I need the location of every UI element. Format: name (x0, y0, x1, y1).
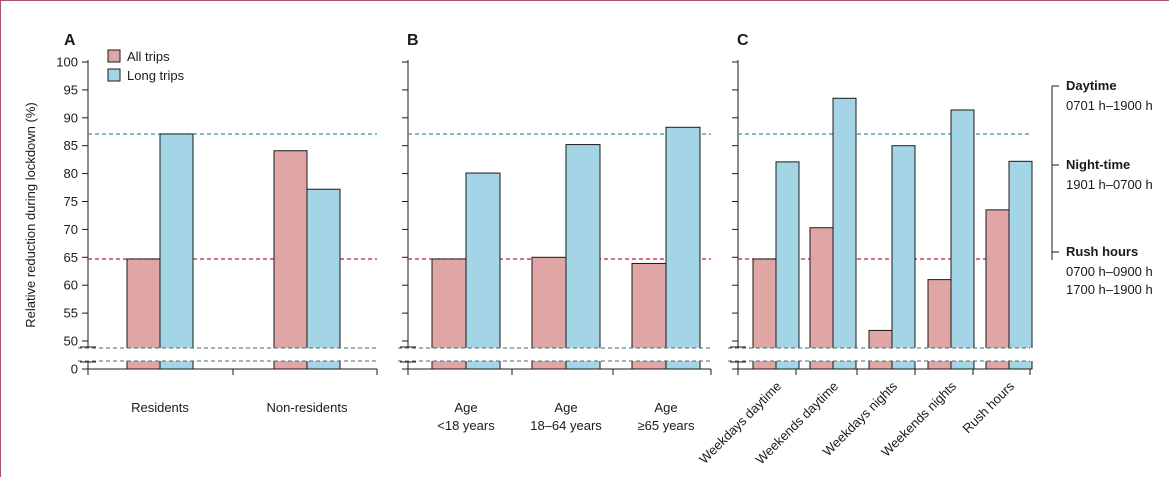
y-tick-label: 100 (56, 55, 78, 70)
y-tick-label: 50 (64, 334, 78, 349)
x-tick-label: Residents (131, 400, 189, 415)
frame-left-border (0, 0, 1, 477)
y-tick-label: 70 (64, 222, 78, 237)
y-axis-label: Relative reduction during lockdown (%) (23, 102, 38, 327)
y-tick-label: 55 (64, 306, 78, 321)
legend-swatch (107, 49, 121, 63)
panel-c-bar-all-trips (985, 209, 1010, 370)
side-legend-title: Rush hours (1066, 244, 1138, 259)
panel-a-bar-long-trips (306, 188, 341, 370)
panel-c-bar-long-trips (950, 109, 975, 370)
panel-c-bar-long-trips (775, 161, 800, 370)
panel-b-bar-long-trips (665, 126, 701, 370)
x-tick-label: Age (554, 400, 577, 415)
side-legend-title: Daytime (1066, 78, 1117, 93)
panel-a-bar-all-trips (273, 150, 308, 370)
x-tick-label: Age (654, 400, 677, 415)
panel-a-break-gap (79, 348, 380, 361)
panel-b-bar-long-trips (565, 144, 601, 370)
y-tick-label: 95 (64, 82, 78, 97)
x-tick-label: Rush hours (960, 378, 1018, 436)
x-tick-label: ≥65 years (638, 418, 695, 433)
side-legend-text: 0701 h–1900 h (1066, 98, 1153, 113)
side-legend-text: 0700 h–0900 h (1066, 264, 1153, 279)
y-tick-label: 85 (64, 138, 78, 153)
panel-b-bar-long-trips (465, 172, 501, 370)
frame-top-border (0, 0, 1169, 1)
x-tick-label: <18 years (437, 418, 495, 433)
panel-c-bar-long-trips (891, 145, 916, 370)
panel-c-bar-long-trips (832, 97, 857, 370)
panel-b-break-gap (399, 348, 714, 361)
x-tick-label: Age (454, 400, 477, 415)
side-legend-title: Night-time (1066, 157, 1130, 172)
y-tick-label: 75 (64, 194, 78, 209)
panel-c-letter: C (737, 32, 749, 49)
x-tick-label: Non-residents (267, 400, 348, 415)
y-tick-label: 90 (64, 110, 78, 125)
legend-swatch (107, 68, 121, 82)
legend-label: Long trips (127, 68, 185, 83)
y-tick-label: 0 (71, 362, 78, 377)
panel-b-letter: B (407, 32, 419, 49)
panel-a-letter: A (64, 32, 76, 49)
y-tick-label: 60 (64, 278, 78, 293)
legend-label: All trips (127, 49, 170, 64)
panel-c-break-gap (729, 348, 1033, 361)
x-tick-label: 18–64 years (530, 418, 602, 433)
side-legend-text: 1700 h–1900 h (1066, 282, 1153, 297)
side-legend-text: 1901 h–0700 h (1066, 177, 1153, 192)
panel-c-bar-long-trips (1008, 160, 1033, 370)
panel-a-bar-long-trips (159, 133, 194, 370)
y-tick-label: 65 (64, 250, 78, 265)
y-tick-label: 80 (64, 166, 78, 181)
